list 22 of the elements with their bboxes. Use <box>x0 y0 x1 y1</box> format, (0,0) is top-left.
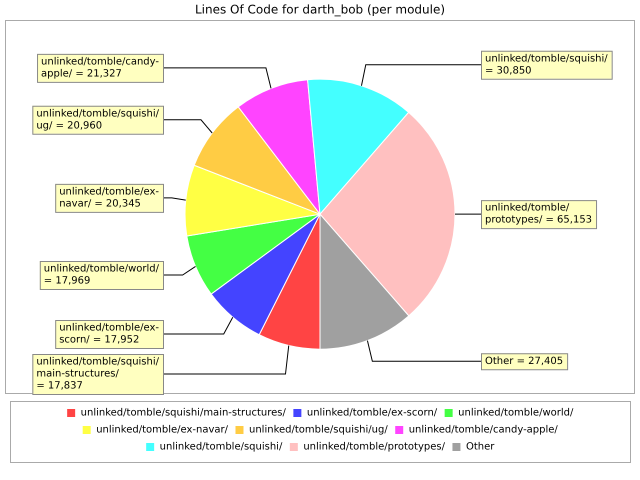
legend-label: unlinked/tomble/ex-navar/ <box>96 424 229 436</box>
category-label: Other = 27,405 <box>485 356 564 367</box>
data-label: = 30,850 <box>485 65 532 76</box>
category-label: unlinked/tomble/squishi/ug/ = 20,960 <box>36 108 159 132</box>
legend-label: Other <box>466 442 496 453</box>
legend-label: unlinked/tomble/squishi/ <box>160 442 283 453</box>
chart-title: Lines Of Code for darth_bob (per module) <box>194 2 446 16</box>
category-label: unlinked/tomble/ex-navar/ = 20,345 <box>59 186 160 210</box>
category-label: unlinked/tomble/ex-scorn/ = 17,952 <box>59 322 160 346</box>
category-label: unlinked/tomble/candy-apple/ = 21,327 <box>41 56 160 80</box>
legend-label: unlinked/tomble/squishi/ug/ <box>248 424 388 436</box>
legend-label: unlinked/tomble/prototypes/ <box>303 442 446 453</box>
legend-label: unlinked/tomble/squishi/main-structures/ <box>80 408 287 419</box>
slice-label: unlinked/tomble/squishi/main-structures/ <box>36 356 160 380</box>
legend-label: unlinked/tomble/candy-apple/ <box>408 424 558 436</box>
legend-label: unlinked/tomble/world/ <box>458 408 574 419</box>
category-label: unlinked/tomble/prototypes/ = 65,153 <box>485 202 592 226</box>
legend-label: unlinked/tomble/ex-scorn/ <box>306 408 438 419</box>
data-label: = 17,969 <box>44 276 90 287</box>
slice-label: unlinked/tomble/world/ <box>44 264 160 275</box>
slice-label: unlinked/tomble/squishi/ <box>485 53 608 64</box>
data-label: = 17,837 <box>36 380 83 392</box>
